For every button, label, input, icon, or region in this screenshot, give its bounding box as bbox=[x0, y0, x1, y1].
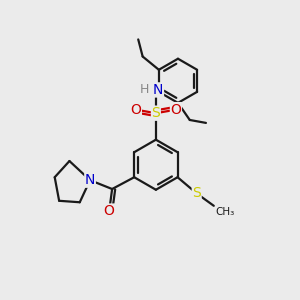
Text: CH₃: CH₃ bbox=[215, 207, 235, 217]
Text: O: O bbox=[104, 204, 115, 218]
Text: O: O bbox=[130, 103, 141, 117]
Text: N: N bbox=[153, 83, 164, 97]
Text: H: H bbox=[140, 83, 149, 96]
Text: O: O bbox=[170, 103, 181, 117]
Text: S: S bbox=[192, 186, 201, 200]
Text: N: N bbox=[85, 173, 95, 187]
Text: S: S bbox=[152, 106, 160, 120]
